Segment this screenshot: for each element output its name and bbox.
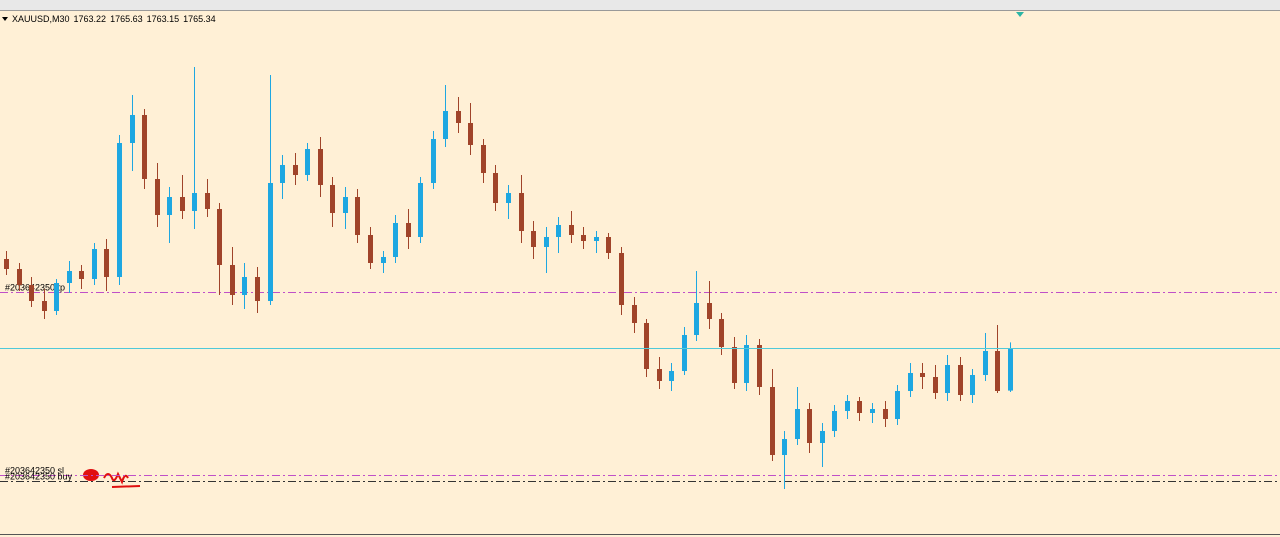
candle-body: [167, 197, 172, 215]
candle-body: [255, 277, 260, 301]
candle-body: [42, 301, 47, 311]
candle-body: [669, 371, 674, 381]
candle-body: [67, 271, 72, 283]
candle-body: [4, 259, 9, 269]
candle-body: [443, 111, 448, 139]
candle-body: [117, 143, 122, 277]
toolbar: [0, 0, 1280, 10]
candle-body: [79, 271, 84, 279]
candle-body: [130, 115, 135, 143]
order-label: #203642350 tp: [5, 283, 65, 293]
candle-body: [983, 351, 988, 375]
candle-body: [694, 303, 699, 335]
candle-body: [857, 401, 862, 413]
order-label: #203642350 buy: [5, 472, 73, 482]
candle-body: [217, 209, 222, 265]
candle-body: [933, 377, 938, 393]
candle-body: [493, 173, 498, 203]
candle-body: [908, 373, 913, 391]
candle-body: [406, 223, 411, 237]
candle-body: [544, 237, 549, 247]
candle-body: [142, 115, 147, 179]
candle-body: [744, 345, 749, 383]
candle-body: [845, 401, 850, 411]
symbol-header: XAUUSD,M30 1763.22 1765.63 1763.15 1765.34: [12, 14, 216, 24]
candle-body: [883, 409, 888, 419]
candle-body: [945, 365, 950, 393]
open-price: 1763.22: [74, 14, 107, 24]
candle-body: [519, 193, 524, 231]
shift-marker: [1016, 12, 1024, 17]
candle-body: [807, 409, 812, 443]
candle-body: [268, 183, 273, 301]
candle-body: [820, 431, 825, 443]
candle-body: [707, 303, 712, 319]
candle-body: [832, 411, 837, 431]
candle-body: [757, 345, 762, 387]
candle-body: [456, 111, 461, 123]
candle-body: [293, 165, 298, 175]
candle-body: [970, 375, 975, 395]
candle-body: [180, 197, 185, 211]
candle-body: [54, 283, 59, 311]
candle-body: [381, 257, 386, 263]
candle-body: [305, 149, 310, 175]
candle-body: [192, 193, 197, 211]
candle-body: [795, 409, 800, 439]
symbol: XAUUSD,M30: [12, 14, 70, 24]
candle-body: [393, 223, 398, 257]
close-price: 1765.34: [183, 14, 216, 24]
candle-body: [431, 139, 436, 183]
candle-body: [920, 373, 925, 377]
collapse-arrow: [2, 17, 8, 21]
candle-body: [632, 305, 637, 323]
candle-body: [995, 351, 1000, 391]
candle-body: [644, 323, 649, 369]
high-price: 1765.63: [110, 14, 143, 24]
order-label: #203642350 sl: [5, 466, 64, 476]
candle-body: [468, 123, 473, 145]
candle-body: [318, 149, 323, 185]
candle-body: [343, 197, 348, 213]
candle-body: [104, 249, 109, 277]
candle-body: [619, 253, 624, 305]
candle-body: [29, 285, 34, 301]
candle-body: [682, 335, 687, 371]
candle-body: [92, 249, 97, 279]
scribble-stroke: [103, 471, 141, 488]
candle-body: [770, 387, 775, 455]
candle-body: [330, 185, 335, 213]
candle-body: [418, 183, 423, 237]
candle-body: [355, 197, 360, 235]
candle-body: [556, 225, 561, 237]
candle-body: [242, 277, 247, 295]
candle-body: [958, 365, 963, 395]
candle-body: [155, 179, 160, 215]
candle-body: [368, 235, 373, 263]
candle-body: [606, 237, 611, 253]
candle-body: [481, 145, 486, 173]
low-price: 1763.15: [147, 14, 180, 24]
candle-body: [581, 235, 586, 241]
candle-body: [870, 409, 875, 413]
candle-body: [506, 193, 511, 203]
candle-body: [17, 269, 22, 285]
candle-body: [782, 439, 787, 455]
candle-body: [1008, 348, 1013, 391]
candle-body: [895, 391, 900, 419]
candle-body: [230, 265, 235, 295]
candle-body: [531, 231, 536, 247]
candle-body: [280, 165, 285, 183]
candle-body: [719, 319, 724, 347]
candle-body: [205, 193, 210, 209]
candle-body: [594, 237, 599, 241]
candle-body: [732, 347, 737, 383]
candle-body: [657, 369, 662, 381]
candle-body: [569, 225, 574, 235]
